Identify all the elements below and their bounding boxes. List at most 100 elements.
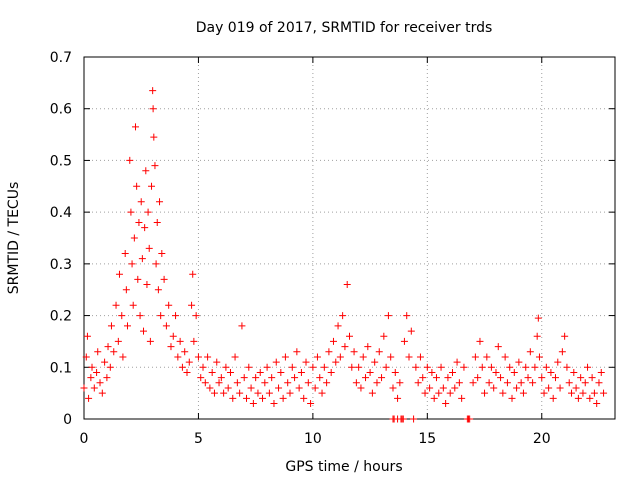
x-tick-label: 5 (194, 431, 203, 447)
data-point (80, 384, 88, 392)
data-point (169, 332, 177, 340)
data-point (154, 286, 162, 294)
data-point (118, 312, 126, 320)
data-point (126, 156, 134, 164)
data-point (247, 384, 255, 392)
data-point (263, 363, 271, 371)
data-point (129, 301, 137, 309)
data-point (531, 363, 539, 371)
data-point (192, 312, 200, 320)
data-point (101, 358, 109, 366)
data-point (181, 348, 189, 356)
data-point (478, 363, 486, 371)
data-point (474, 374, 482, 382)
data-point (343, 281, 351, 289)
data-point (185, 358, 193, 366)
data-point (145, 244, 153, 252)
data-point (217, 374, 225, 382)
data-point (197, 374, 205, 382)
data-point (150, 133, 158, 141)
y-tick-label: 0.3 (50, 257, 72, 273)
data-point (114, 337, 122, 345)
data-point (320, 363, 328, 371)
data-point (243, 394, 251, 402)
y-tick-label: 0.1 (50, 360, 72, 376)
data-points (80, 87, 608, 423)
data-point (233, 379, 241, 387)
data-point (371, 358, 379, 366)
data-point (455, 379, 463, 387)
data-point (284, 379, 292, 387)
data-point (307, 399, 315, 407)
data-point (366, 368, 374, 376)
data-point (204, 353, 212, 361)
data-point (561, 332, 569, 340)
data-point (519, 389, 527, 397)
data-point (414, 379, 422, 387)
data-point (362, 374, 370, 382)
data-point (311, 384, 319, 392)
data-point (208, 368, 216, 376)
data-point (446, 389, 454, 397)
data-point (503, 379, 511, 387)
data-point (167, 343, 175, 351)
data-point (130, 234, 138, 242)
data-point (579, 389, 587, 397)
y-tick-label: 0.6 (50, 102, 72, 118)
data-point (286, 389, 294, 397)
data-point (249, 399, 257, 407)
data-point (254, 389, 262, 397)
data-point (533, 332, 541, 340)
data-point (151, 162, 159, 170)
data-point (104, 343, 112, 351)
data-point (144, 208, 152, 216)
data-point (494, 343, 502, 351)
data-point (291, 374, 299, 382)
data-point (261, 379, 269, 387)
data-point (435, 389, 443, 397)
y-tick-label: 0 (63, 412, 72, 428)
data-point (127, 208, 135, 216)
data-point (600, 389, 608, 397)
data-point (439, 384, 447, 392)
data-point (96, 379, 104, 387)
data-point (220, 389, 228, 397)
data-point (529, 379, 537, 387)
data-point (138, 255, 146, 263)
data-point (558, 348, 566, 356)
data-point (110, 348, 118, 356)
data-point (517, 379, 525, 387)
data-point (256, 368, 264, 376)
data-point (123, 322, 131, 330)
data-point (178, 363, 186, 371)
data-point (148, 182, 156, 190)
data-point (201, 379, 209, 387)
data-point (115, 270, 123, 278)
data-point (222, 363, 230, 371)
data-point (389, 384, 397, 392)
data-point (94, 348, 102, 356)
data-point (236, 389, 244, 397)
data-point (188, 301, 196, 309)
data-point (586, 394, 594, 402)
data-point (336, 353, 344, 361)
data-point (384, 312, 392, 320)
data-point (265, 389, 273, 397)
data-point (565, 379, 573, 387)
data-point (570, 368, 578, 376)
data-point (448, 368, 456, 376)
data-point (551, 374, 559, 382)
data-point (137, 198, 145, 206)
data-point (98, 389, 106, 397)
data-point (400, 337, 408, 345)
data-point (316, 374, 324, 382)
data-point (432, 374, 440, 382)
data-point (149, 87, 157, 95)
data-point (547, 368, 555, 376)
data-point (142, 167, 150, 175)
data-point (391, 368, 399, 376)
data-point (348, 363, 356, 371)
data-point (279, 394, 287, 402)
data-point (508, 394, 516, 402)
